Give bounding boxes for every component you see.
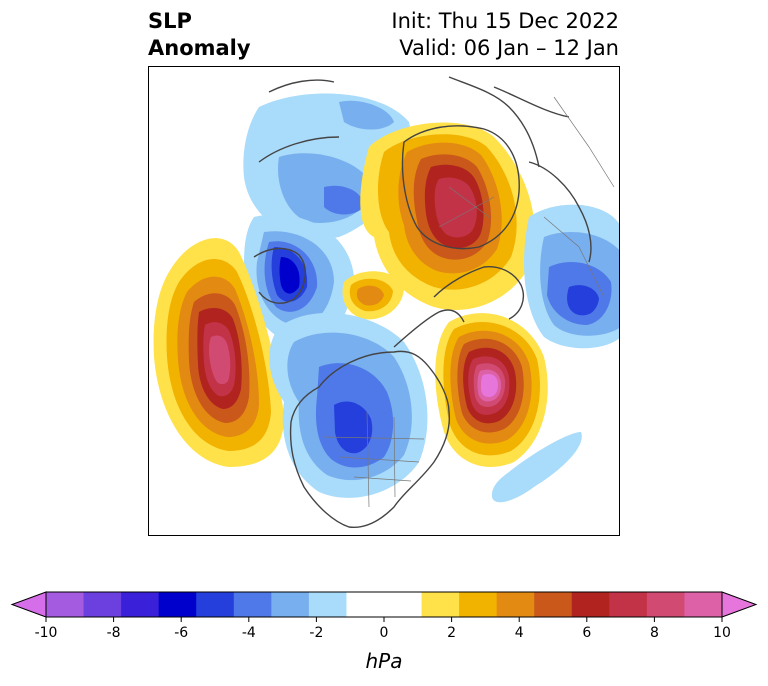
colorbar-swatch — [196, 592, 235, 617]
colorbar-tick-label: -8 — [107, 625, 121, 641]
colorbar-swatch — [233, 592, 272, 617]
colorbar-swatch — [46, 592, 85, 617]
colorbar: -10 -8 -6 -4 -2 0 2 4 6 8 10 — [10, 591, 758, 641]
colorbar-extend-right — [721, 591, 758, 618]
anomaly-pacific-high — [153, 238, 284, 467]
colorbar-swatch — [83, 592, 122, 617]
title-line-1: SLP — [148, 9, 192, 33]
colorbar-swatch — [496, 592, 535, 617]
colorbar-tick-label: 6 — [582, 625, 591, 641]
init-date: Init: Thu 15 Dec 2022 — [391, 9, 619, 33]
colorbar-swatch — [609, 592, 648, 617]
colorbar-swatch — [308, 592, 347, 617]
anomaly-polar-high-small — [342, 271, 404, 320]
anomaly-europe-low — [524, 204, 619, 349]
colorbar-swatch — [421, 592, 460, 617]
valid-range: Valid: 06 Jan – 12 Jan — [399, 36, 619, 60]
map-title: SLP Anomaly — [148, 8, 251, 62]
colorbar-tick-label: -10 — [35, 625, 58, 641]
colorbar-tick-label: -4 — [242, 625, 256, 641]
anomaly-north-america-low — [269, 312, 428, 498]
colorbar-swatch — [684, 592, 723, 617]
map-date-info: Init: Thu 15 Dec 2022 Valid: 06 Jan – 12… — [391, 8, 619, 62]
title-line-2: Anomaly — [148, 36, 251, 60]
anomaly-siberia-low — [243, 93, 411, 239]
colorbar-tick-label: 10 — [713, 625, 731, 641]
colorbar-tick-label: 4 — [515, 625, 524, 641]
colorbar-swatch — [384, 592, 423, 617]
anomaly-kamchatka-low — [244, 214, 354, 345]
colorbar-units: hPa — [365, 649, 403, 673]
anomaly-atlantic-high — [435, 313, 548, 468]
anomaly-subtropical-atlantic-low — [491, 432, 582, 503]
coastlines — [253, 76, 592, 529]
colorbar-tick-label: -2 — [309, 625, 323, 641]
colorbar-extend-left — [10, 591, 47, 618]
colorbar-swatch — [271, 592, 310, 617]
anomaly-arctic-high — [360, 122, 535, 311]
map-panel — [148, 66, 620, 536]
political-borders — [323, 96, 615, 508]
colorbar-swatches — [46, 592, 723, 617]
colorbar-swatch — [571, 592, 610, 617]
colorbar-tick-label: -6 — [174, 625, 188, 641]
colorbar-swatch — [534, 592, 573, 617]
colorbar-ticks: -10 -8 -6 -4 -2 0 2 4 6 8 10 — [35, 617, 731, 641]
colorbar-tick-label: 8 — [650, 625, 659, 641]
colorbar-swatch — [158, 592, 197, 617]
colorbar-swatch — [646, 592, 685, 617]
colorbar-swatch — [121, 592, 160, 617]
anomaly-map — [153, 76, 619, 529]
colorbar-tick-label: 2 — [447, 625, 456, 641]
colorbar-swatch — [346, 592, 385, 617]
colorbar-tick-label: 0 — [380, 625, 389, 641]
colorbar-swatch — [459, 592, 498, 617]
